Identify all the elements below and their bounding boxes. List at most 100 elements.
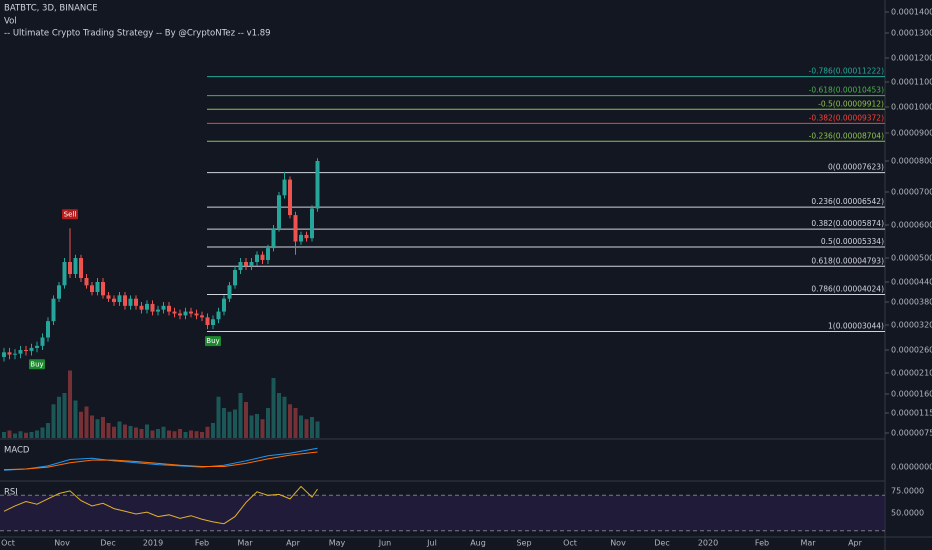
- fib-label: 0.5(0.00005334): [821, 237, 884, 246]
- candle-body: [249, 262, 254, 266]
- fib-label: -0.618(0.00010453): [809, 86, 884, 95]
- volume-label: Vol: [4, 17, 17, 27]
- fib-label: -0.236(0.00008704): [809, 131, 884, 140]
- candle-body: [13, 353, 17, 355]
- candle-body: [73, 258, 78, 274]
- x-tick-label: Feb: [755, 539, 769, 548]
- volume-bar: [172, 431, 177, 438]
- candle-body: [79, 258, 83, 278]
- volume-bar: [18, 431, 23, 438]
- volume-bar: [156, 429, 160, 438]
- volume-bar: [222, 408, 226, 438]
- candle-body: [244, 262, 248, 266]
- fib-label: 0.236(0.00006542): [811, 197, 884, 206]
- fib-label: 1(0.00003044): [828, 322, 884, 331]
- x-tick-label: Aug: [470, 539, 486, 548]
- signal-box: [205, 336, 221, 347]
- volume-bar: [167, 430, 171, 438]
- x-tick-label: Feb: [195, 539, 209, 548]
- candle-body: [260, 254, 265, 260]
- candle-body: [216, 311, 221, 320]
- candle-body: [266, 248, 270, 260]
- candle-body: [277, 195, 281, 229]
- volume-bar: [315, 421, 320, 438]
- candle-body: [134, 298, 138, 306]
- x-tick-label: Mar: [800, 539, 816, 548]
- volume-bar: [211, 423, 215, 438]
- volume-bar: [128, 426, 133, 438]
- strategy-label: -- Ultimate Crypto Trading Strategy -- B…: [4, 29, 271, 39]
- candle-body: [304, 234, 309, 239]
- volume-bar: [189, 430, 193, 438]
- candle-body: [68, 262, 72, 274]
- volume-bar: [106, 423, 111, 438]
- candle-body: [288, 179, 292, 216]
- volume-bar: [73, 400, 78, 438]
- volume-bar: [194, 431, 199, 438]
- volume-bar: [13, 433, 17, 438]
- volume-bar: [84, 406, 89, 438]
- candle-body: [310, 208, 314, 239]
- fib-label: -0.786(0.00011222): [809, 67, 884, 76]
- volume-bar: [2, 432, 6, 438]
- y-tick-label: 0.00000750: [891, 429, 932, 438]
- volume-bar: [57, 396, 61, 438]
- candle-body: [40, 337, 45, 346]
- candle-body: [29, 347, 34, 351]
- volume-bar: [227, 411, 232, 438]
- x-tick-label: Dec: [100, 539, 115, 548]
- candle-body: [205, 317, 210, 325]
- volume-bar: [117, 421, 122, 438]
- x-tick-label: Oct: [563, 539, 577, 548]
- volume-bar: [161, 426, 166, 438]
- rsi-tick-label: 50.0000: [891, 509, 924, 518]
- fib-label: -0.382(0.00009372): [809, 113, 884, 122]
- candle-body: [51, 298, 56, 322]
- candle-body: [282, 179, 287, 196]
- rsi-tick-label: 75.0000: [891, 486, 924, 495]
- volume-bar: [216, 396, 221, 438]
- volume-bar: [101, 417, 105, 438]
- volume-bar: [183, 432, 188, 438]
- x-tick-label: Jun: [378, 539, 392, 548]
- volume-bar: [123, 424, 127, 438]
- signal-box: [29, 359, 45, 370]
- volume-bar: [238, 393, 243, 438]
- symbol-title: BATBTC, 3D, BINANCE: [4, 4, 98, 14]
- candle-body: [95, 282, 100, 292]
- x-tick-label: 2020: [698, 539, 718, 548]
- x-tick-label: May: [329, 539, 346, 548]
- candle-body: [145, 303, 149, 310]
- volume-bar: [205, 426, 210, 438]
- volume-bar: [288, 404, 292, 438]
- volume-bar: [233, 409, 237, 438]
- x-tick-label: 2019: [143, 539, 163, 548]
- volume-bar: [293, 408, 298, 438]
- x-tick-label: Nov: [610, 539, 626, 548]
- volume-bar: [145, 424, 149, 438]
- volume-bar: [255, 414, 259, 438]
- volume-bar: [271, 378, 276, 438]
- volume-bar: [29, 432, 34, 438]
- fib-label: 0(0.00007623): [828, 163, 884, 172]
- volume-bar: [139, 429, 144, 438]
- candle-body: [106, 295, 111, 299]
- candle-body: [62, 262, 67, 286]
- volume-bar: [249, 415, 254, 438]
- candle-body: [315, 161, 320, 209]
- volume-bar: [304, 419, 309, 438]
- candle-body: [271, 228, 276, 249]
- fib-label: 0.618(0.00004793): [811, 256, 884, 265]
- candle-body: [233, 270, 237, 286]
- candle-body: [172, 311, 177, 314]
